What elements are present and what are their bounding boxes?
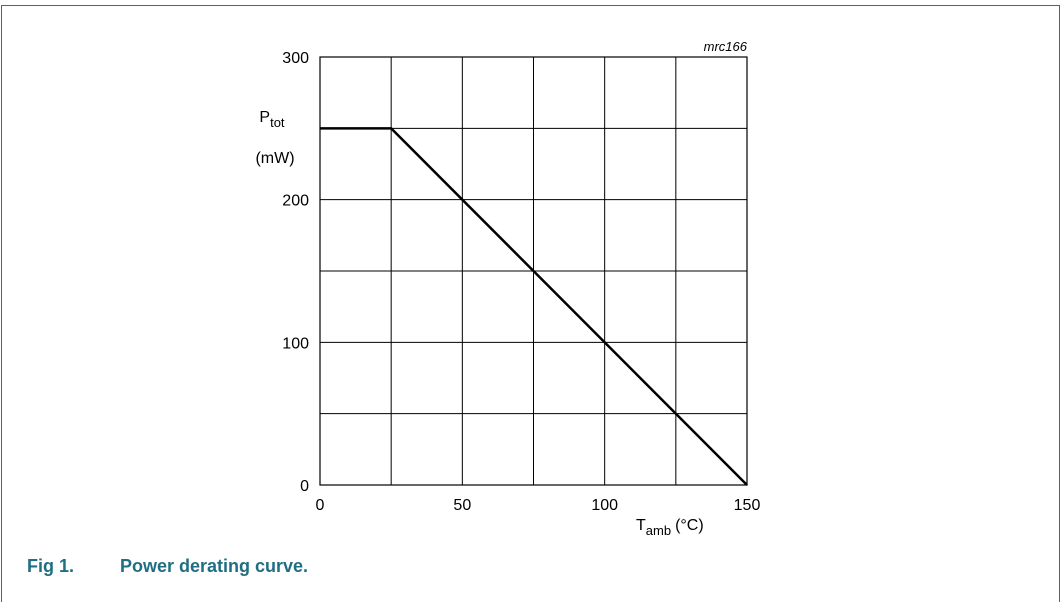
y-axis-label-subscript: tot	[270, 115, 285, 130]
y-tick-label: 0	[300, 478, 309, 495]
x-axis-label-subscript: amb	[646, 523, 671, 538]
y-tick-label: 300	[282, 50, 309, 67]
plot-border	[319, 56, 748, 486]
y-axis-unit: (mW)	[255, 150, 294, 167]
x-tick-label: 50	[453, 497, 471, 514]
x-tick-label: 100	[591, 497, 618, 514]
y-tick-label: 200	[282, 193, 309, 210]
figure-caption-text: Power derating curve.	[120, 556, 309, 576]
y-tick-labels: 0 100 200 300	[282, 50, 309, 495]
y-tick-label: 100	[282, 335, 309, 352]
y-axis-label: Ptot	[259, 109, 285, 130]
series-line-ptot	[320, 127, 748, 486]
figure-number: Fig 1.	[27, 556, 75, 576]
figure-caption: Fig 1. Power derating curve.	[27, 556, 308, 577]
y-axis-label-symbol: P	[259, 109, 270, 126]
x-axis-label: Tamb (°C)	[636, 517, 704, 538]
x-axis-label-symbol: T	[636, 517, 646, 534]
x-tick-labels: 0 50 100 150	[316, 497, 761, 514]
x-axis-label-unit: (°C)	[675, 517, 704, 534]
x-tick-label: 0	[316, 497, 325, 514]
x-tick-label: 150	[734, 497, 761, 514]
power-derating-chart: 0 50 100 150 0 100 200 300 mrc166 Ptot (mW) Ta…	[255, 39, 761, 538]
figure-frame	[1, 5, 1060, 602]
figure-code: mrc166	[704, 39, 748, 54]
